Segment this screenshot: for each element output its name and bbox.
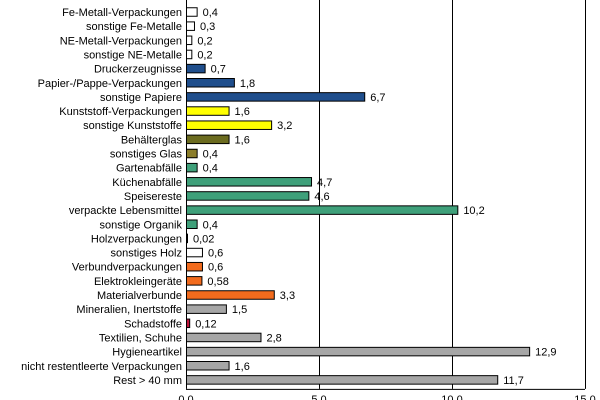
category-label: sonstige Papiere: [100, 92, 182, 104]
category-label: Holzverpackungen: [91, 233, 182, 245]
category-label: Rest > 40 mm: [113, 375, 182, 387]
bar: [186, 375, 499, 385]
bar: [186, 219, 198, 229]
category-label: sonstige Kunststoffe: [83, 120, 182, 132]
bar: [186, 346, 531, 357]
value-label: 1,5: [232, 304, 247, 316]
value-label: 6,7: [370, 92, 385, 104]
x-tick-label: 15,0: [574, 394, 595, 400]
bar: [186, 92, 366, 102]
category-label: verpackte Lebensmittel: [69, 205, 182, 217]
category-label: Mineralien, Inertstoffe: [76, 304, 182, 316]
value-label: 0,7: [211, 64, 226, 76]
bar: [186, 162, 198, 173]
bar: [186, 304, 227, 314]
value-label: 3,3: [280, 290, 295, 302]
category-label: sonstige Organik: [99, 219, 182, 231]
bar: [186, 361, 230, 371]
value-label: 4,7: [317, 177, 332, 189]
value-label: 0,4: [203, 7, 218, 19]
x-axis-ticks: 0,0 5,0 10,0 15,0: [178, 394, 595, 400]
category-label: Schadstoffe: [124, 318, 182, 330]
bar: [186, 134, 230, 145]
category-label: Speisereste: [124, 191, 182, 203]
bar: [186, 7, 198, 17]
value-label: 12,9: [535, 347, 556, 359]
category-label: Fe-Metall-Verpackungen: [62, 7, 182, 19]
category-label: Textilien, Schuhe: [99, 332, 182, 344]
bar: [186, 35, 193, 46]
bar: [186, 106, 230, 116]
bar: [186, 191, 310, 201]
value-label: 0,4: [203, 219, 218, 231]
category-label: sonstige NE-Metalle: [84, 49, 182, 61]
value-label: 0,4: [203, 149, 218, 161]
bar: [186, 78, 235, 88]
value-label: 0,58: [207, 276, 228, 288]
category-label: Hygieneartikel: [112, 347, 182, 359]
bar: [186, 49, 193, 60]
value-label: 1,6: [235, 106, 250, 118]
bar: [186, 233, 188, 244]
category-label: Druckerzeugnisse: [94, 64, 182, 76]
bar: [186, 205, 459, 215]
value-label: 0,4: [203, 163, 218, 175]
value-label: 1,8: [240, 78, 255, 90]
category-label: Elektrokleingeräte: [94, 276, 182, 288]
category-label: nicht restentleerte Verpackungen: [21, 361, 182, 373]
bar: [186, 318, 191, 329]
value-label: 0,2: [197, 35, 212, 47]
labels-layer: Fe-Metall-Verpackungen 0,4 sonstige Fe-Met…: [21, 7, 556, 387]
bar: [186, 63, 206, 74]
bar: [186, 148, 198, 159]
category-label: sonstige Fe-Metalle: [86, 21, 182, 33]
bars-layer: [186, 7, 531, 385]
value-label: 1,6: [235, 134, 250, 146]
x-tick-label: 0,0: [178, 394, 193, 400]
value-label: 2,8: [266, 332, 281, 344]
x-tick-label: 10,0: [441, 394, 462, 400]
category-label: Behälterglas: [121, 134, 183, 146]
category-label: sonstiges Glas: [110, 149, 183, 161]
category-label: Materialverbunde: [97, 290, 182, 302]
value-label: 0,2: [197, 49, 212, 61]
category-label: Verbundverpackungen: [72, 262, 182, 274]
value-label: 0,02: [193, 233, 214, 245]
value-label: 0,6: [208, 248, 223, 260]
value-label: 11,7: [503, 375, 524, 387]
bar: [186, 247, 203, 258]
value-label: 3,2: [277, 120, 292, 132]
value-label: 0,12: [195, 318, 216, 330]
x-tick-label: 5,0: [311, 394, 326, 400]
value-label: 0,3: [200, 21, 215, 33]
category-label: Gartenabfälle: [116, 163, 182, 175]
value-label: 1,6: [235, 361, 250, 373]
category-label: NE-Metall-Verpackungen: [60, 35, 182, 47]
bar: [186, 120, 273, 130]
bar: [186, 276, 203, 286]
category-label: sonstiges Holz: [110, 248, 182, 260]
bar: [186, 177, 313, 187]
bar: [186, 332, 262, 343]
bar: [186, 21, 195, 31]
bar: [186, 290, 275, 300]
value-label: 4,6: [314, 191, 329, 203]
category-label: Papier-/Pappe-Verpackungen: [38, 78, 182, 90]
value-label: 0,6: [208, 262, 223, 274]
category-label: Kunststoff-Verpackungen: [59, 106, 182, 118]
value-label: 10,2: [463, 205, 484, 217]
bar: [186, 261, 203, 272]
category-label: Küchenabfälle: [112, 177, 182, 189]
